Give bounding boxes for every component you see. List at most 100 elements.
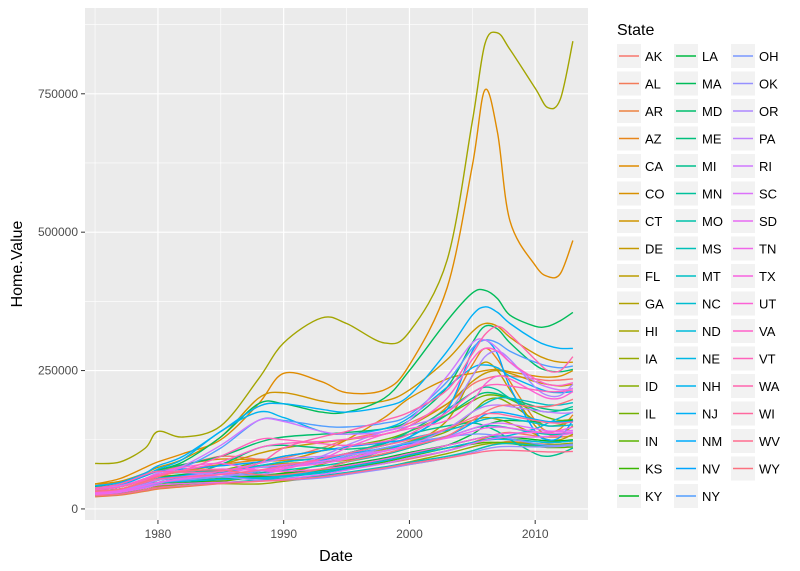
legend-label: MO xyxy=(702,214,723,229)
legend-item-nd: ND xyxy=(674,319,721,343)
legend-item-pa: PA xyxy=(731,126,776,151)
series-line-ct xyxy=(95,322,573,485)
legend-item-ut: UT xyxy=(731,291,776,316)
legend-item-mi: MI xyxy=(674,154,716,178)
legend: State AK AL AR AZ CA CO CT DE FL GA HI IA ID IL IN KS KY… xyxy=(617,22,780,508)
legend-item-il: IL xyxy=(617,401,656,426)
legend-item-in: IN xyxy=(617,429,658,453)
legend-item-nh: NH xyxy=(674,374,721,398)
legend-label: IL xyxy=(645,407,656,422)
legend-label: TN xyxy=(759,242,776,257)
legend-item-fl: FL xyxy=(617,264,660,288)
legend-item-ny: NY xyxy=(674,484,720,508)
legend-item-ky: KY xyxy=(617,484,663,508)
legend-item-va: VA xyxy=(731,319,776,343)
legend-label: VT xyxy=(759,352,776,367)
legend-item-co: CO xyxy=(617,181,665,206)
legend-label: MN xyxy=(702,187,722,202)
series-line-nh xyxy=(95,364,573,489)
legend-label: FL xyxy=(645,269,660,284)
legend-item-ne: NE xyxy=(674,346,720,371)
legend-label: MT xyxy=(702,269,721,284)
legend-item-ri: RI xyxy=(731,154,772,178)
y-axis-title: Home.Value xyxy=(9,220,26,307)
y-tick-label: 250000 xyxy=(38,364,78,378)
y-axis-ticks: 0 250000 500000 750000 xyxy=(38,87,85,516)
x-tick-label: 2010 xyxy=(522,527,549,541)
legend-label: SD xyxy=(759,214,777,229)
legend-item-nv: NV xyxy=(674,456,720,481)
legend-label: HI xyxy=(645,324,658,339)
legend-item-ks: KS xyxy=(617,456,663,481)
legend-item-ma: MA xyxy=(674,71,722,96)
y-tick-label: 500000 xyxy=(38,225,78,239)
series-line-tn xyxy=(95,426,573,495)
legend-item-tx: TX xyxy=(731,264,776,288)
legend-label: NV xyxy=(702,462,720,477)
legend-label: ND xyxy=(702,324,721,339)
legend-label: WI xyxy=(759,407,775,422)
legend-label: SC xyxy=(759,187,777,202)
legend-label: CT xyxy=(645,214,662,229)
legend-item-ca: CA xyxy=(617,154,663,178)
legend-item-me: ME xyxy=(674,126,722,151)
legend-item-wi: WI xyxy=(731,401,775,426)
legend-label: OR xyxy=(759,104,779,119)
x-tick-label: 1980 xyxy=(145,527,172,541)
legend-title: State xyxy=(617,22,654,39)
legend-item-al: AL xyxy=(617,71,661,96)
x-tick-label: 2000 xyxy=(396,527,423,541)
legend-label: NH xyxy=(702,379,721,394)
legend-item-ok: OK xyxy=(731,71,778,96)
legend-label: NJ xyxy=(702,407,718,422)
legend-label: MS xyxy=(702,242,722,257)
legend-item-la: LA xyxy=(674,44,718,68)
legend-label: IA xyxy=(645,352,658,367)
legend-label: KS xyxy=(645,462,663,477)
x-axis-ticks: 1980 1990 2000 2010 xyxy=(145,520,549,541)
legend-label: ID xyxy=(645,379,658,394)
series-lines xyxy=(94,31,574,498)
legend-item-vt: VT xyxy=(731,346,776,371)
legend-item-oh: OH xyxy=(731,44,779,68)
legend-item-sd: SD xyxy=(731,209,777,233)
x-tick-label: 1990 xyxy=(270,527,297,541)
legend-item-tn: TN xyxy=(731,236,776,261)
legend-label: AK xyxy=(645,49,663,64)
legend-item-wv: WV xyxy=(731,429,780,453)
legend-label: TX xyxy=(759,269,776,284)
series-line-va xyxy=(95,347,574,491)
legend-item-mo: MO xyxy=(674,209,723,233)
legend-label: AZ xyxy=(645,132,662,147)
series-line-wa xyxy=(95,325,574,489)
series-line-il xyxy=(95,394,573,491)
legend-label: AR xyxy=(645,104,663,119)
legend-label: RI xyxy=(759,159,772,174)
legend-label: WY xyxy=(759,462,780,477)
legend-items: AK AL AR AZ CA CO CT DE FL GA HI IA ID IL IN KS KY LA MA MD… xyxy=(617,44,780,508)
legend-item-wy: WY xyxy=(731,456,780,481)
legend-label: AL xyxy=(645,77,661,92)
legend-item-nm: NM xyxy=(674,429,722,453)
legend-item-wa: WA xyxy=(731,374,780,398)
legend-item-sc: SC xyxy=(731,181,777,206)
legend-item-md: MD xyxy=(674,99,722,123)
y-tick-label: 750000 xyxy=(38,87,78,101)
series-line-sd xyxy=(95,432,574,496)
series-line-hi xyxy=(95,31,574,465)
legend-item-nj: NJ xyxy=(674,401,718,426)
legend-label: MD xyxy=(702,104,722,119)
legend-label: MA xyxy=(702,77,722,92)
legend-label: OK xyxy=(759,77,778,92)
legend-item-de: DE xyxy=(617,236,663,261)
legend-label: KY xyxy=(645,489,663,504)
legend-item-nc: NC xyxy=(674,291,721,316)
legend-label: WA xyxy=(759,379,780,394)
legend-label: LA xyxy=(702,49,718,64)
series-line-wv xyxy=(95,449,573,497)
legend-label: NY xyxy=(702,489,720,504)
legend-label: GA xyxy=(645,297,664,312)
legend-item-ct: CT xyxy=(617,209,662,233)
legend-label: UT xyxy=(759,297,776,312)
